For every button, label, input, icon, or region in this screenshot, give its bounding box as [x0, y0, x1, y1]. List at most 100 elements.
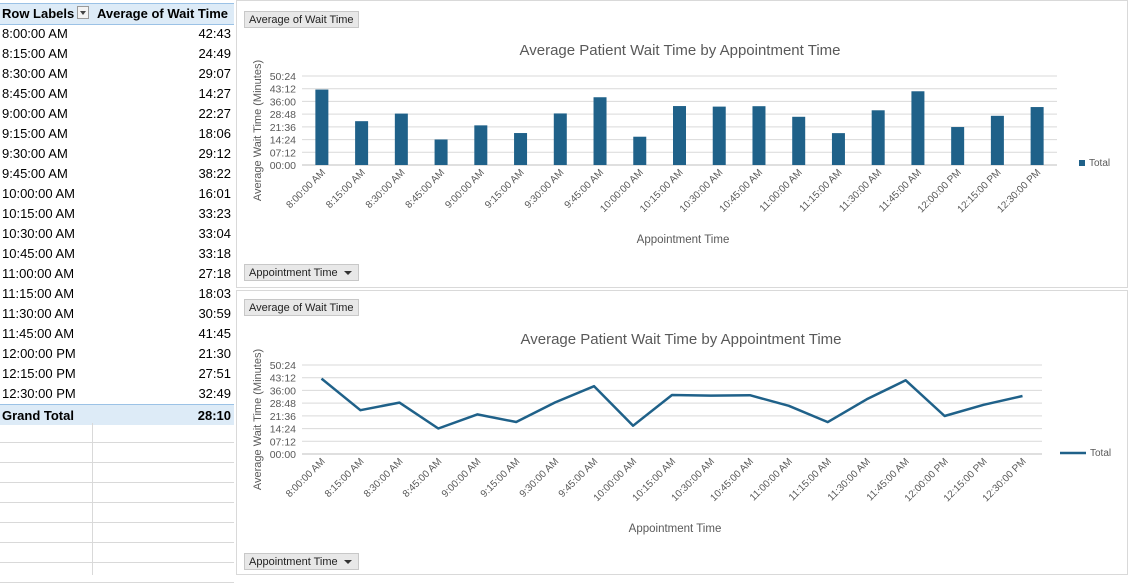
- x-tick-label: 9:30:00 AM: [523, 167, 567, 211]
- x-axis-label: Appointment Time: [629, 523, 722, 535]
- x-tick-label: 9:30:00 AM: [518, 456, 562, 500]
- pivot-row[interactable]: 11:30:00 AM 30:59: [0, 303, 234, 323]
- y-tick-label: 21:36: [270, 411, 296, 423]
- y-tick-label: 07:12: [270, 436, 296, 448]
- y-tick-label: 14:24: [270, 135, 296, 147]
- pivot-row[interactable]: 10:30:00 AM 33:04: [0, 223, 234, 243]
- line-chart-panel[interactable]: Average Patient Wait Time by Appointment…: [236, 290, 1128, 575]
- pivot-row[interactable]: 9:45:00 AM 38:22: [0, 163, 234, 183]
- row-value: 27:18: [198, 266, 231, 281]
- row-value: 16:01: [198, 186, 231, 201]
- pivot-row[interactable]: 10:45:00 AM 33:18: [0, 243, 234, 263]
- row-label: 8:15:00 AM: [2, 46, 68, 61]
- grid-line: [92, 423, 93, 575]
- bar: [990, 115, 1004, 165]
- pivot-row[interactable]: 12:00:00 PM 21:30: [0, 343, 234, 363]
- row-value: 33:04: [198, 226, 231, 241]
- pivot-row[interactable]: 11:45:00 AM 41:45: [0, 323, 234, 343]
- row-value: 24:49: [198, 46, 231, 61]
- x-tick-label: 8:45:00 AM: [401, 456, 445, 500]
- y-tick-label: 07:12: [270, 147, 296, 159]
- grid-line: [0, 442, 234, 443]
- value-field-button[interactable]: Average of Wait Time: [244, 299, 359, 316]
- row-label: 11:45:00 AM: [2, 326, 75, 341]
- pivot-row[interactable]: 9:15:00 AM 18:06: [0, 123, 234, 143]
- row-value: 29:12: [198, 146, 231, 161]
- row-value: 41:45: [198, 326, 231, 341]
- row-value: 18:06: [198, 126, 231, 141]
- pivot-row[interactable]: 8:45:00 AM 14:27: [0, 83, 234, 103]
- grid-line: [0, 482, 234, 483]
- bar: [951, 127, 965, 165]
- x-tick-label: 8:00:00 AM: [284, 167, 328, 211]
- row-label: 11:15:00 AM: [2, 286, 75, 301]
- bar: [1030, 107, 1044, 165]
- row-labels-filter-button[interactable]: [77, 6, 89, 19]
- row-label: 12:15:00 PM: [2, 366, 76, 381]
- grand-total-row[interactable]: Grand Total 28:10: [0, 404, 234, 425]
- row-label: 11:30:00 AM: [2, 306, 75, 321]
- row-value: 14:27: [198, 86, 231, 101]
- bar: [871, 110, 885, 165]
- y-tick-label: 00:00: [270, 449, 296, 461]
- grand-total-label: Grand Total: [2, 408, 74, 423]
- bar: [752, 106, 766, 165]
- bar-chart-panel[interactable]: Average Patient Wait Time by Appointment…: [236, 0, 1128, 288]
- pivot-row[interactable]: 9:30:00 AM 29:12: [0, 143, 234, 163]
- y-tick-label: 50:24: [270, 360, 296, 372]
- row-label: 10:30:00 AM: [2, 226, 75, 241]
- y-tick-label: 28:48: [270, 398, 296, 410]
- axis-field-button[interactable]: Appointment Time: [244, 264, 359, 281]
- row-value: 21:30: [198, 346, 231, 361]
- bar: [911, 91, 925, 165]
- bar: [553, 113, 567, 165]
- x-tick-label: 8:45:00 AM: [404, 167, 448, 211]
- bar: [593, 97, 607, 165]
- bar: [514, 133, 528, 165]
- x-tick-label: 9:00:00 AM: [440, 456, 484, 500]
- bar: [792, 116, 806, 165]
- legend-swatch: [1079, 160, 1085, 166]
- line-chart: Average Patient Wait Time by Appointment…: [252, 331, 1111, 535]
- x-tick-label: 9:45:00 AM: [563, 167, 607, 211]
- x-tick-label: 9:15:00 AM: [479, 456, 523, 500]
- y-tick-label: 14:24: [270, 424, 296, 436]
- bar: [434, 139, 448, 165]
- y-tick-label: 50:24: [270, 71, 296, 83]
- bar-chart: Average Patient Wait Time by Appointment…: [252, 42, 1110, 246]
- y-tick-label: 00:00: [270, 160, 296, 172]
- pivot-row[interactable]: 10:00:00 AM 16:01: [0, 183, 234, 203]
- y-axis-label: Average Wait Time (Minutes): [252, 349, 264, 490]
- x-tick-label: 9:15:00 AM: [483, 167, 527, 211]
- pivot-row[interactable]: 8:15:00 AM 24:49: [0, 43, 234, 63]
- row-value: 33:23: [198, 206, 231, 221]
- pivot-row[interactable]: 12:30:00 PM 32:49: [0, 383, 234, 403]
- pivot-row[interactable]: 12:15:00 PM 27:51: [0, 363, 234, 383]
- y-tick-label: 28:48: [270, 109, 296, 121]
- grid-line: [0, 522, 234, 523]
- grid-line: [0, 462, 234, 463]
- y-axis-label: Average Wait Time (Minutes): [252, 60, 264, 201]
- y-tick-label: 36:00: [270, 96, 296, 108]
- pivot-header-row: Row Labels Average of Wait Time: [0, 3, 234, 25]
- row-value: 32:49: [198, 386, 231, 401]
- pivot-row[interactable]: 8:00:00 AM 42:43: [0, 23, 234, 43]
- chart-title: Average Patient Wait Time by Appointment…: [521, 331, 842, 348]
- row-label: 9:15:00 AM: [2, 126, 68, 141]
- pivot-row[interactable]: 11:15:00 AM 18:03: [0, 283, 234, 303]
- pivot-row[interactable]: 11:00:00 AM 27:18: [0, 263, 234, 283]
- value-field-button[interactable]: Average of Wait Time: [244, 11, 359, 28]
- row-value: 27:51: [198, 366, 231, 381]
- x-tick-label: 8:15:00 AM: [323, 456, 367, 500]
- axis-field-button[interactable]: Appointment Time: [244, 553, 359, 570]
- row-value: 18:03: [198, 286, 231, 301]
- pivot-row[interactable]: 9:00:00 AM 22:27: [0, 103, 234, 123]
- row-value: 33:18: [198, 246, 231, 261]
- row-value: 30:59: [198, 306, 231, 321]
- row-label: 10:45:00 AM: [2, 246, 75, 261]
- pivot-row[interactable]: 8:30:00 AM 29:07: [0, 63, 234, 83]
- bar: [394, 113, 408, 165]
- pivot-row[interactable]: 10:15:00 AM 33:23: [0, 203, 234, 223]
- legend-label: Total: [1090, 448, 1111, 459]
- y-tick-label: 43:12: [270, 84, 296, 96]
